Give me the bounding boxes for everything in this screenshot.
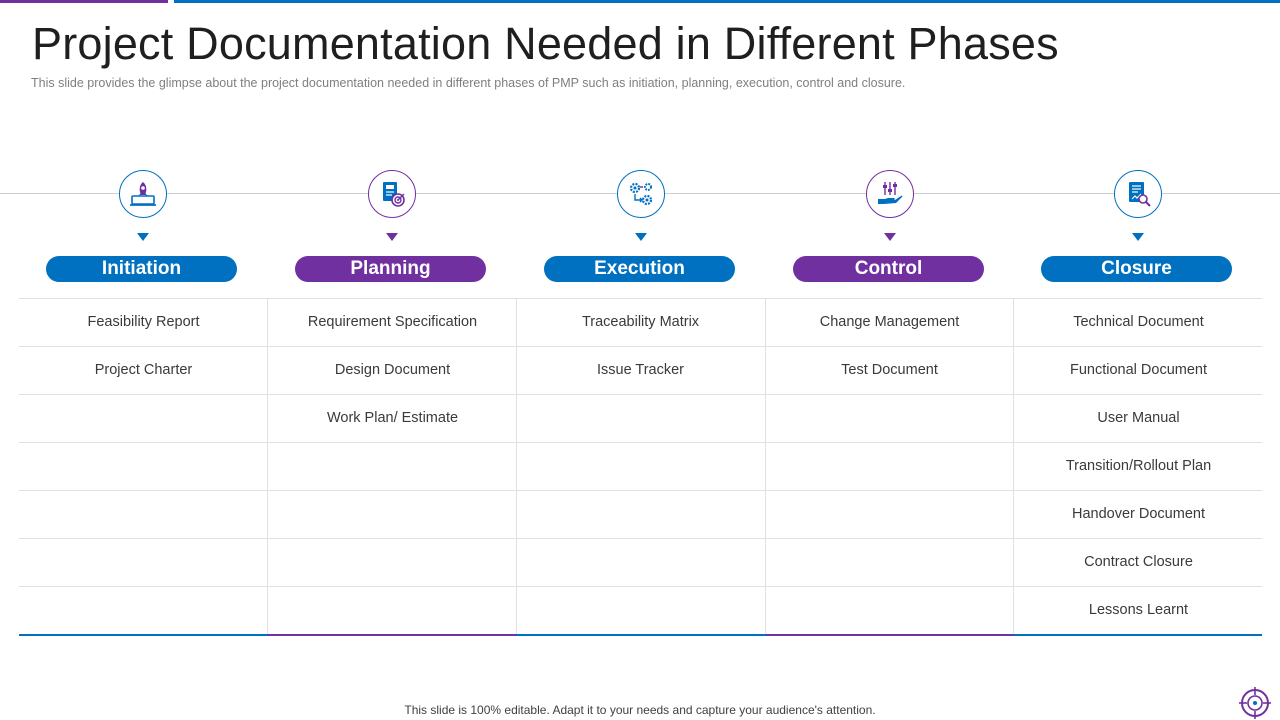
- column-divider: [765, 298, 766, 634]
- hand-sliders-icon: [866, 170, 914, 218]
- table-bottom-border: [19, 634, 1262, 636]
- document-cell: Project Charter: [94, 362, 193, 378]
- row-divider: [19, 538, 1262, 539]
- plan-target-document-icon: [368, 170, 416, 218]
- phase-label-planning: Planning: [295, 256, 486, 282]
- document-magnifier-icon: [1114, 170, 1162, 218]
- slide-subtitle: This slide provides the glimpse about th…: [31, 76, 906, 90]
- phase-label-initiation: Initiation: [46, 256, 237, 282]
- document-cell: Work Plan/ Estimate: [326, 410, 459, 426]
- phase-header-initiation: Initiation: [19, 168, 268, 286]
- footer-note: This slide is 100% editable. Adapt it to…: [0, 703, 1280, 717]
- phase-header-control: Control: [766, 168, 1015, 286]
- phase-header-planning: Planning: [268, 168, 517, 286]
- column-divider: [516, 298, 517, 634]
- row-divider: [19, 298, 1262, 299]
- phase-header-closure: Closure: [1014, 168, 1263, 286]
- document-cell: Change Management: [819, 314, 960, 330]
- document-cell: Requirement Specification: [307, 314, 478, 330]
- top-accent-bar-blue: [174, 0, 1280, 3]
- document-cell: Functional Document: [1069, 362, 1207, 378]
- arrow-down-icon: [635, 233, 647, 241]
- column-divider: [267, 298, 268, 634]
- phase-label-execution: Execution: [544, 256, 735, 282]
- document-cell: Design Document: [334, 362, 451, 378]
- arrow-down-icon: [1132, 233, 1144, 241]
- document-cell: Transition/Rollout Plan: [1065, 458, 1212, 474]
- row-divider: [19, 442, 1262, 443]
- footer-text: This slide is 100% editable. Adapt it to…: [404, 703, 876, 717]
- document-cell: Feasibility Report: [87, 314, 200, 330]
- arrow-down-icon: [884, 233, 896, 241]
- row-divider: [19, 586, 1262, 587]
- document-cell: Lessons Learnt: [1088, 602, 1189, 618]
- document-cell: Technical Document: [1073, 314, 1204, 330]
- column-divider: [1013, 298, 1014, 634]
- document-cell: Test Document: [841, 362, 938, 378]
- document-cell: User Manual: [1097, 410, 1180, 426]
- phase-label-closure: Closure: [1041, 256, 1232, 282]
- gears-flow-icon: [617, 170, 665, 218]
- documents-table: Feasibility Report Project Charter Requi…: [19, 298, 1262, 636]
- rocket-laptop-icon: [119, 170, 167, 218]
- row-divider: [19, 346, 1262, 347]
- document-cell: Contract Closure: [1084, 554, 1193, 570]
- arrow-down-icon: [386, 233, 398, 241]
- document-cell: Traceability Matrix: [581, 314, 700, 330]
- table-bottom-border-control: [766, 634, 1013, 636]
- phase-header-execution: Execution: [517, 168, 766, 286]
- row-divider: [19, 490, 1262, 491]
- top-accent-bar-purple: [0, 0, 168, 3]
- arrow-down-icon: [137, 233, 149, 241]
- target-crosshair-icon: [1239, 687, 1271, 719]
- phase-label-control: Control: [793, 256, 984, 282]
- table-bottom-border-planning: [268, 634, 516, 636]
- row-divider: [19, 394, 1262, 395]
- document-cell: Handover Document: [1072, 506, 1205, 522]
- slide-title: Project Documentation Needed in Differen…: [32, 18, 1059, 69]
- document-cell: Issue Tracker: [596, 362, 685, 378]
